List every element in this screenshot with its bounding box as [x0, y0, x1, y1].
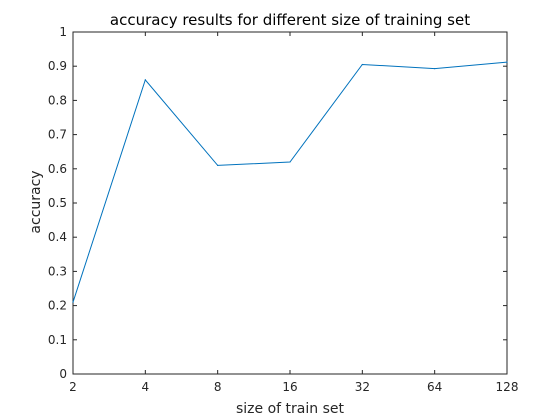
y-tick-label: 0.7 [48, 128, 67, 142]
y-axis-label: accuracy [28, 170, 44, 233]
y-tick-label: 0.5 [48, 196, 67, 210]
data-point [506, 61, 508, 63]
y-tick-label: 0.2 [48, 299, 67, 313]
data-point [361, 63, 363, 66]
x-tick-label: 32 [355, 380, 370, 394]
y-tick-label: 0.1 [48, 333, 67, 347]
x-tick-label: 128 [496, 380, 519, 394]
plot-axes [72, 31, 508, 375]
y-tick-label: 0.6 [48, 162, 67, 176]
x-tick-label: 8 [214, 380, 222, 394]
x-tick-label: 4 [142, 380, 150, 394]
y-tick-label: 0.9 [48, 59, 67, 73]
x-tick-label: 2 [69, 380, 77, 394]
x-tick-label: 64 [427, 380, 442, 394]
series-group [72, 61, 508, 303]
x-axis-label: size of train set [236, 401, 344, 417]
plot-frame [72, 31, 508, 375]
y-tick-label: 0.8 [48, 93, 67, 107]
x-tick-label: 16 [282, 380, 297, 394]
y-axis-ticks: 0 0.1 0.2 0.3 0.4 0.5 0.6 0.7 0.8 0.9 1 [48, 25, 507, 381]
y-tick-label: 0 [59, 367, 67, 381]
y-tick-label: 0.4 [48, 230, 67, 244]
y-tick-label: 0.3 [48, 264, 67, 278]
x-axis-ticks: 2 4 8 16 32 64 128 [69, 32, 518, 394]
data-point [289, 161, 291, 163]
data-point [72, 301, 74, 303]
data-point [144, 79, 146, 81]
data-point [434, 67, 436, 70]
data-point [217, 164, 219, 166]
y-tick-label: 1 [59, 25, 67, 39]
chart-title: accuracy results for different size of t… [110, 11, 470, 29]
